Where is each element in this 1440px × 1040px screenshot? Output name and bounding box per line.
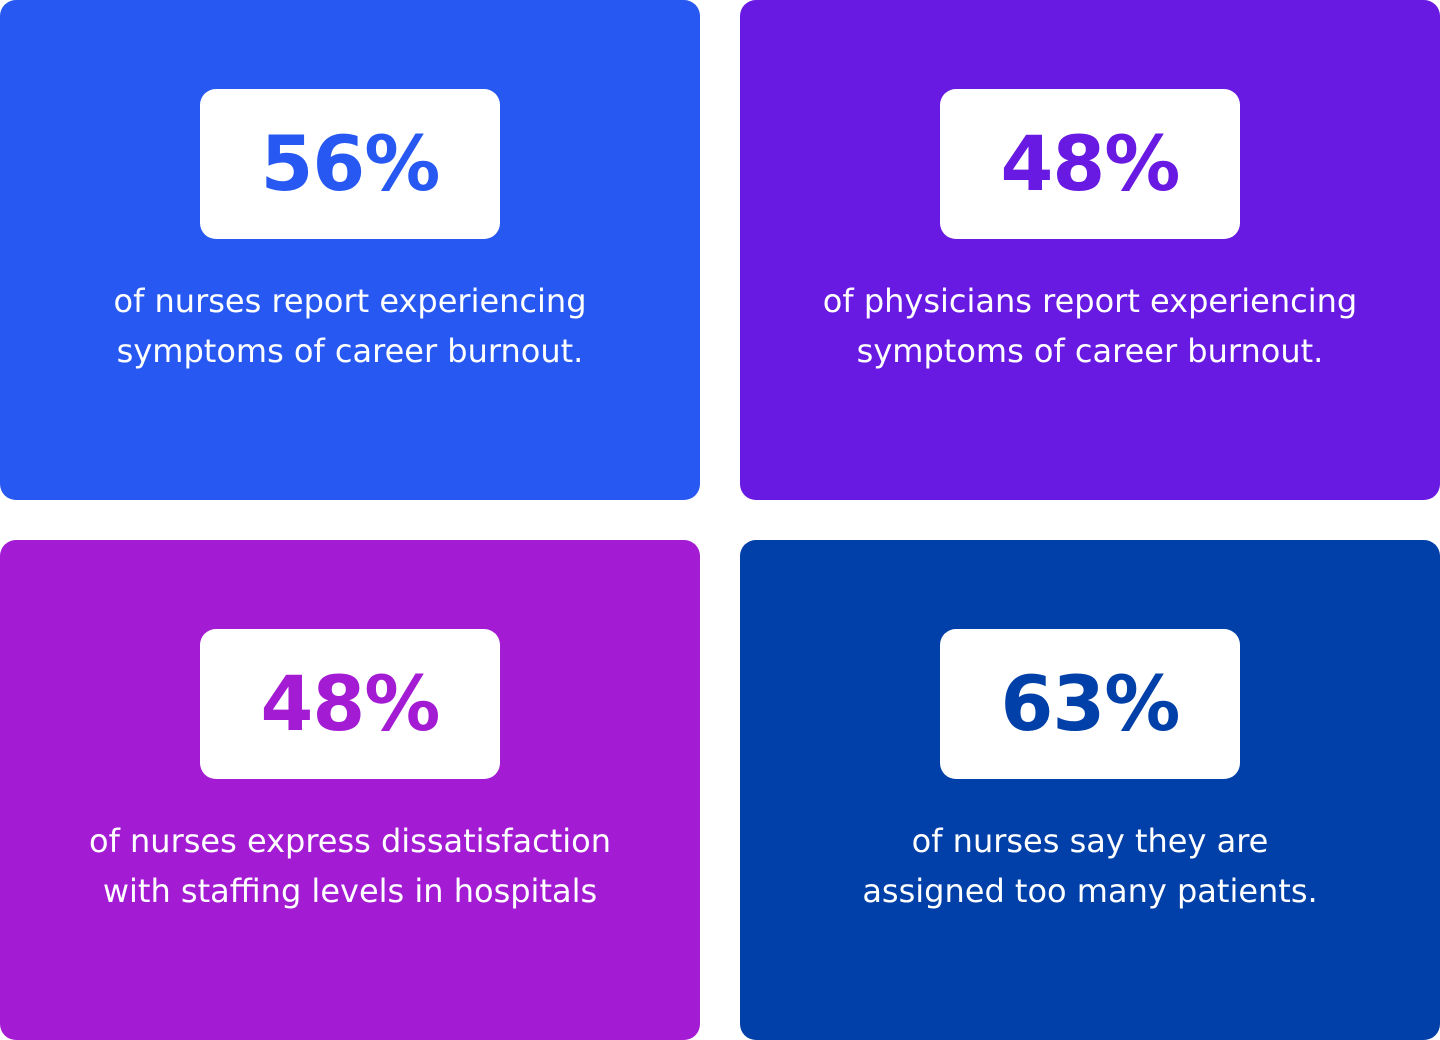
stat-card-patient-load: 63% of nurses say they are assigned too … [740, 540, 1440, 1040]
stat-description-line: assigned too many patients. [862, 872, 1318, 910]
stat-value: 48% [260, 659, 441, 748]
stat-card-physicians-burnout: 48% of physicians report experiencing sy… [740, 0, 1440, 500]
stat-value-box: 48% [940, 89, 1240, 239]
stat-description-line: of nurses report experiencing [113, 282, 587, 320]
stat-description-line: symptoms of career burnout. [116, 332, 584, 370]
stat-description-line: with staffing levels in hospitals [102, 872, 598, 910]
stat-description: of nurses report experiencing symptoms o… [40, 276, 660, 376]
stat-description-line: of nurses express dissatisfaction [89, 822, 611, 860]
stat-description-line: symptoms of career burnout. [856, 332, 1324, 370]
stat-description-line: of physicians report experiencing [822, 282, 1358, 320]
stat-value-box: 56% [200, 89, 500, 239]
stat-description-line: of nurses say they are [911, 822, 1269, 860]
stat-description: of physicians report experiencing sympto… [780, 276, 1400, 376]
stat-card-nurses-burnout: 56% of nurses report experiencing sympto… [0, 0, 700, 500]
stat-card-staffing-dissatisfaction: 48% of nurses express dissatisfaction wi… [0, 540, 700, 1040]
stat-value-box: 63% [940, 629, 1240, 779]
stat-value: 56% [260, 119, 441, 208]
stat-description: of nurses say they are assigned too many… [780, 816, 1400, 916]
stat-value: 63% [1000, 659, 1181, 748]
stat-description: of nurses express dissatisfaction with s… [40, 816, 660, 916]
stat-value: 48% [1000, 119, 1181, 208]
stat-value-box: 48% [200, 629, 500, 779]
